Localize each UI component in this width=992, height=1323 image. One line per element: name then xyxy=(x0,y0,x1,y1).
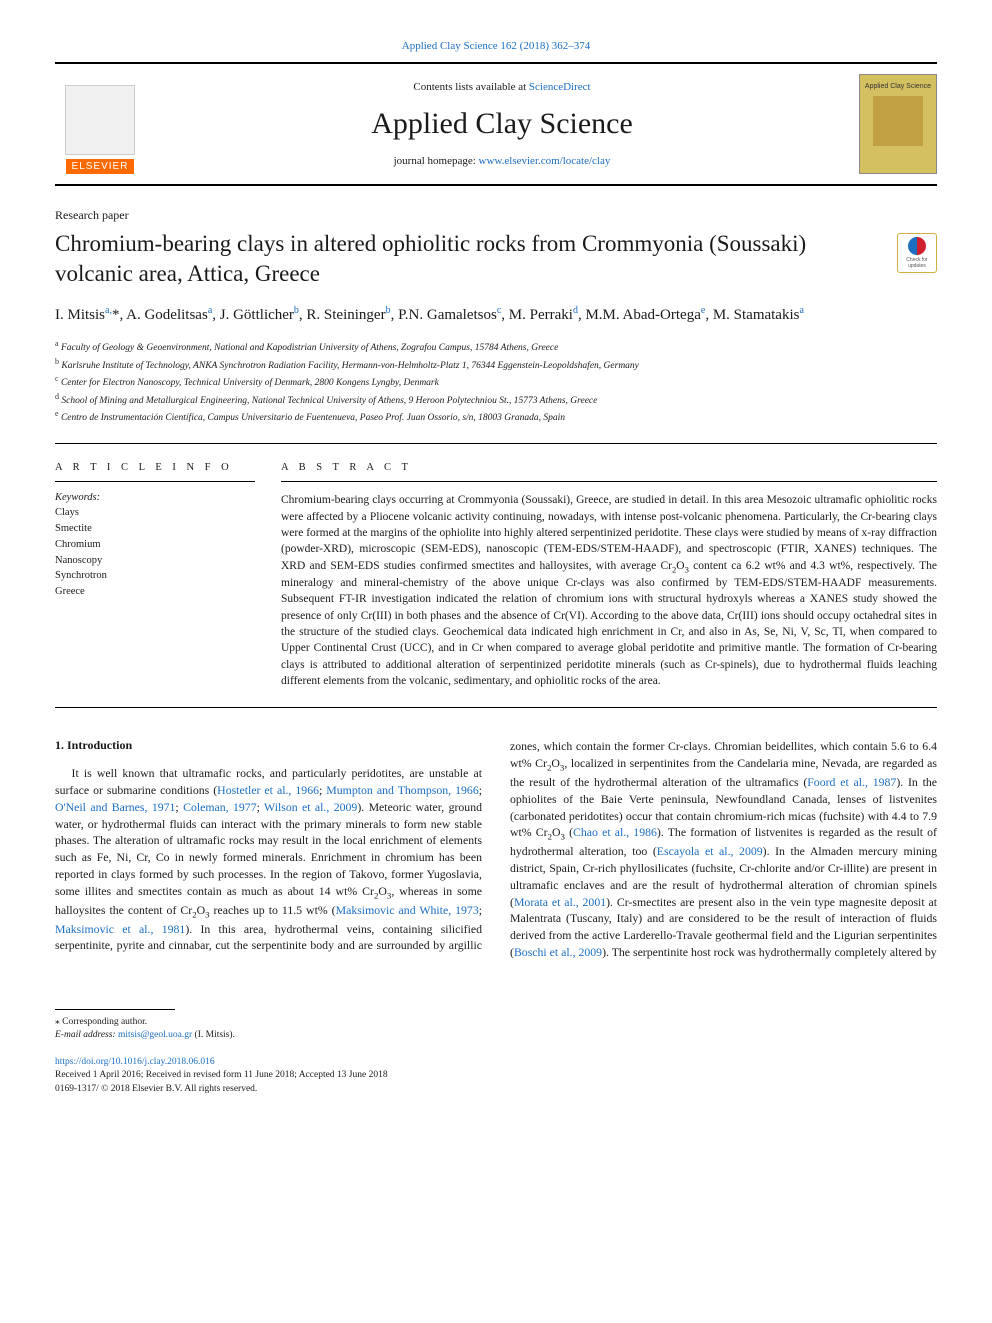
affiliation-item: c Center for Electron Nanoscopy, Technic… xyxy=(55,373,937,390)
article-info-heading: A R T I C L E I N F O xyxy=(55,462,255,473)
journal-cover-thumb: Applied Clay Science xyxy=(859,74,937,174)
journal-title: Applied Clay Science xyxy=(165,107,839,141)
intro-paragraph: It is well known that ultramafic rocks, … xyxy=(55,738,937,960)
received-line: Received 1 April 2016; Received in revis… xyxy=(55,1069,937,1082)
affiliation-item: a Faculty of Geology & Geoenvironment, N… xyxy=(55,338,937,355)
contents-lists-pre: Contents lists available at xyxy=(413,81,528,93)
divider xyxy=(55,443,937,444)
doi-block: https://doi.org/10.1016/j.clay.2018.06.0… xyxy=(55,1056,937,1096)
keywords-label: Keywords: xyxy=(55,492,255,503)
keywords-list: ClaysSmectiteChromiumNanoscopySynchrotro… xyxy=(55,505,255,600)
cover-art-icon xyxy=(873,96,923,146)
sciencedirect-link[interactable]: ScienceDirect xyxy=(529,81,591,93)
keyword-item: Clays xyxy=(55,505,255,521)
divider xyxy=(55,481,255,482)
email-tail: (I. Mitsis). xyxy=(192,1030,235,1040)
corresponding-author: ⁎ Corresponding author. xyxy=(55,1016,937,1029)
check-updates-label: Check for updates xyxy=(898,257,936,269)
cover-title: Applied Clay Science xyxy=(865,83,931,90)
crossmark-icon xyxy=(908,237,926,255)
email-label: E-mail address: xyxy=(55,1030,118,1040)
article-title: Chromium-bearing clays in altered ophiol… xyxy=(55,229,937,289)
divider xyxy=(281,481,937,482)
footnote-divider xyxy=(55,1009,175,1010)
article-type: Research paper xyxy=(55,208,937,223)
publisher-logo: ELSEVIER xyxy=(55,74,145,174)
authors: I. Mitsisa,*, A. Godelitsasa, J. Göttlic… xyxy=(55,303,937,327)
affiliations: a Faculty of Geology & Geoenvironment, N… xyxy=(55,338,937,425)
journal-ref-link[interactable]: Applied Clay Science 162 (2018) 362–374 xyxy=(402,40,591,52)
check-updates-button[interactable]: Check for updates xyxy=(897,233,937,273)
journal-ref: Applied Clay Science 162 (2018) 362–374 xyxy=(55,40,937,52)
abstract-block: A B S T R A C T Chromium-bearing clays o… xyxy=(281,462,937,689)
abstract-text: Chromium-bearing clays occurring at Crom… xyxy=(281,492,937,689)
contents-lists: Contents lists available at ScienceDirec… xyxy=(165,81,839,93)
publisher-name: ELSEVIER xyxy=(66,159,135,174)
journal-homepage: journal homepage: www.elsevier.com/locat… xyxy=(165,155,839,167)
section1-heading: 1. Introduction xyxy=(55,738,482,753)
article-info-block: A R T I C L E I N F O Keywords: ClaysSme… xyxy=(55,462,255,689)
journal-homepage-link[interactable]: www.elsevier.com/locate/clay xyxy=(479,155,611,167)
affiliation-item: d School of Mining and Metallurgical Eng… xyxy=(55,391,937,408)
journal-header: ELSEVIER Contents lists available at Sci… xyxy=(55,62,937,186)
footnotes: ⁎ Corresponding author. E-mail address: … xyxy=(55,1016,937,1043)
affiliation-item: b Karlsruhe Institute of Technology, ANK… xyxy=(55,356,937,373)
keyword-item: Smectite xyxy=(55,521,255,537)
keyword-item: Greece xyxy=(55,584,255,600)
elsevier-tree-icon xyxy=(65,85,135,155)
corresponding-email-link[interactable]: mitsis@geol.uoa.gr xyxy=(118,1030,192,1040)
divider xyxy=(55,707,937,708)
affiliation-item: e Centro de Instrumentación Científica, … xyxy=(55,408,937,425)
keyword-item: Synchrotron xyxy=(55,568,255,584)
keyword-item: Chromium xyxy=(55,537,255,553)
keyword-item: Nanoscopy xyxy=(55,553,255,569)
journal-homepage-pre: journal homepage: xyxy=(394,155,479,167)
doi-link[interactable]: https://doi.org/10.1016/j.clay.2018.06.0… xyxy=(55,1057,215,1067)
abstract-heading: A B S T R A C T xyxy=(281,462,937,473)
copyright-line: 0169-1317/ © 2018 Elsevier B.V. All righ… xyxy=(55,1083,937,1096)
